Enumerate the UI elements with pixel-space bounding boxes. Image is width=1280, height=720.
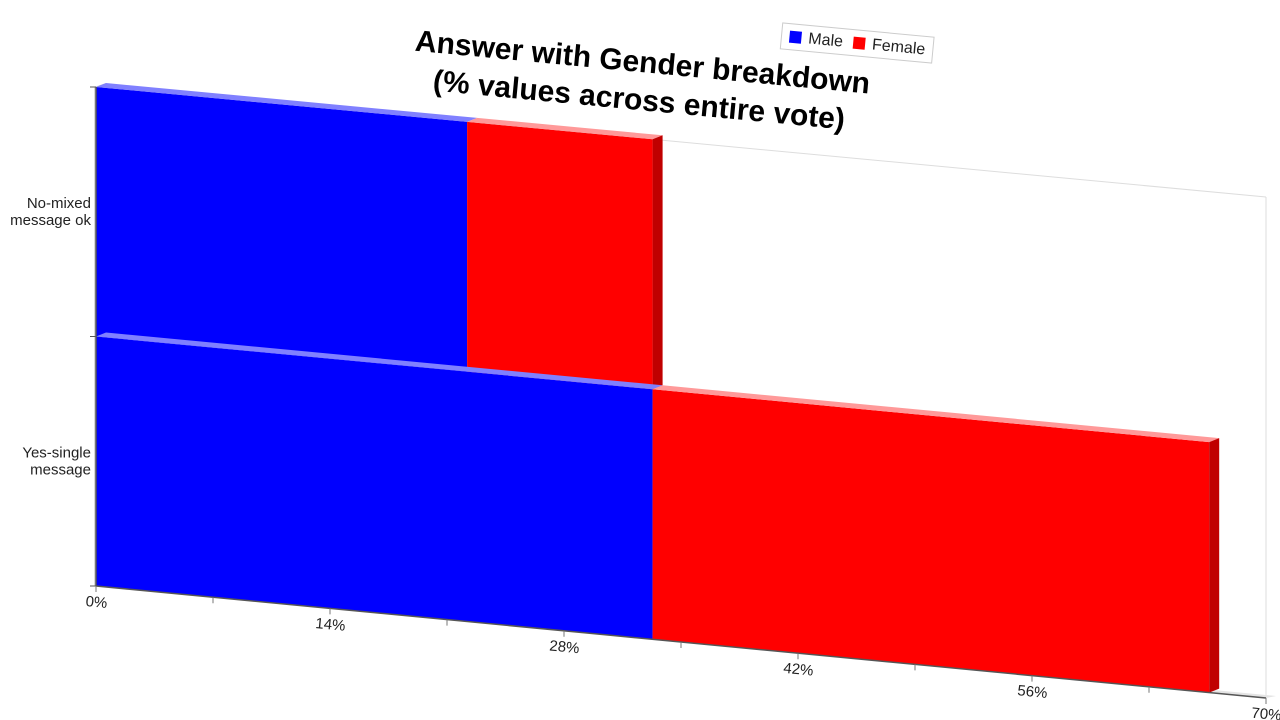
legend-label-male: Male [808, 30, 844, 50]
category-label-line: Yes-single [22, 444, 91, 461]
legend-label-female: Female [871, 36, 926, 58]
category-label: Yes-single message [22, 444, 91, 478]
legend-swatch-male [788, 30, 803, 44]
bar-top-face [467, 117, 663, 140]
category-label-line: No-mixed [27, 195, 91, 212]
x-tick-label: 42% [783, 660, 814, 680]
x-tick-label: 56% [1017, 682, 1048, 702]
category-label-line: message [30, 461, 91, 478]
bar-male-1 [96, 87, 468, 372]
axes: No-mixed message ok Yes-single message 0% 14%… [10, 86, 1280, 720]
category-label-line: message ok [10, 212, 91, 229]
bar-top-face [652, 385, 1220, 443]
bar-male-2 [96, 336, 653, 640]
legend-swatch-female [852, 36, 866, 50]
bar-female-2 [652, 389, 1210, 693]
category-label: No-mixed message ok [10, 195, 91, 229]
bars [96, 83, 1220, 693]
bar-end-cap [652, 135, 663, 390]
x-tick-label: 14% [315, 615, 346, 635]
x-tick-label: 70% [1251, 705, 1280, 720]
bar-female-1 [467, 121, 653, 390]
bar-top-face [96, 332, 663, 390]
legend: Male Female [779, 22, 935, 64]
bar-end-cap [1209, 438, 1220, 693]
bar-top-face [96, 83, 478, 122]
legend-group: Male Female [779, 22, 935, 64]
x-tick-label: 0% [85, 593, 108, 612]
x-tick-label: 28% [549, 637, 580, 657]
